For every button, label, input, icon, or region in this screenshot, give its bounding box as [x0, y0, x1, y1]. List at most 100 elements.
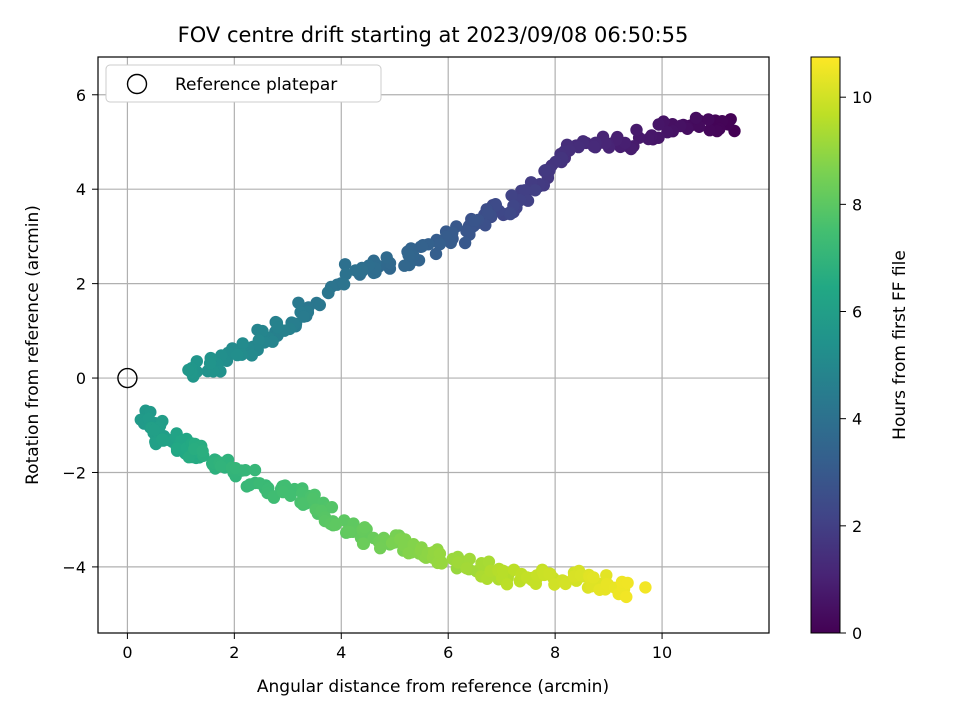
data-point [338, 258, 352, 271]
y-axis-label: Rotation from reference (arcmin) [23, 205, 43, 485]
data-point [429, 247, 443, 261]
data-point [433, 238, 446, 251]
y-tick-label: 4 [76, 180, 86, 199]
data-point [504, 207, 517, 221]
data-point [652, 118, 665, 131]
data-point [182, 363, 195, 377]
x-tick-label: 8 [550, 643, 560, 662]
x-tick-label: 4 [336, 643, 346, 662]
colorbar-ticks: 0 2 4 6 8 10 [840, 88, 872, 643]
data-point [703, 124, 716, 137]
x-axis-label: Angular distance from reference (arcmin) [257, 677, 609, 697]
data-point [500, 578, 514, 591]
data-point [398, 259, 411, 272]
colorbar-tick-label: 0 [852, 624, 862, 643]
data-point [337, 278, 351, 291]
data-point [271, 321, 284, 334]
data-point [214, 460, 228, 473]
data-point [518, 184, 531, 197]
data-point [325, 501, 339, 514]
data-point [356, 537, 370, 550]
data-point [380, 251, 393, 264]
data-point [248, 463, 262, 477]
y-tick-label: 0 [76, 369, 86, 388]
data-point [702, 113, 715, 126]
data-point [661, 126, 674, 139]
data-point [236, 337, 249, 350]
x-tick-label: 2 [229, 643, 239, 662]
data-point [463, 552, 476, 566]
data-point [358, 521, 371, 534]
data-point [252, 334, 265, 347]
legend-label: Reference platepar [175, 75, 337, 95]
x-tick-label: 6 [443, 643, 453, 662]
data-points [134, 111, 741, 604]
x-tick-label: 10 [652, 643, 672, 662]
data-point [481, 207, 495, 220]
chart-title: FOV centre drift starting at 2023/09/08 … [178, 23, 689, 47]
data-point [297, 497, 310, 510]
data-point [496, 564, 510, 577]
data-point [460, 562, 473, 575]
data-point [433, 547, 447, 560]
data-point [458, 236, 472, 250]
colorbar-tick-label: 6 [852, 303, 862, 322]
data-point [196, 444, 209, 458]
data-point [306, 492, 320, 505]
x-axis-ticks: 0 2 4 6 8 10 [122, 633, 672, 662]
data-point [599, 136, 612, 150]
y-axis-ticks: −4 −2 0 2 4 6 [62, 86, 98, 577]
data-point [349, 264, 362, 277]
data-point [587, 571, 600, 584]
y-tick-label: 2 [76, 275, 86, 294]
x-tick-label: 0 [122, 643, 132, 662]
data-point [587, 140, 600, 153]
data-point [402, 249, 415, 262]
data-point [435, 557, 448, 570]
plot-frame [97, 56, 770, 634]
data-point [559, 577, 572, 591]
data-point [374, 542, 387, 555]
data-point [231, 348, 244, 362]
data-point [505, 189, 518, 202]
data-point [243, 478, 257, 491]
data-point [343, 525, 356, 539]
data-point [157, 434, 170, 447]
data-point [621, 576, 634, 590]
data-point [284, 489, 297, 502]
y-tick-label: 6 [76, 86, 86, 105]
data-point [689, 111, 703, 125]
legend-marker [126, 73, 148, 95]
data-point [539, 164, 552, 177]
data-point [203, 357, 217, 370]
data-point [630, 123, 643, 137]
data-point [329, 518, 342, 531]
colorbar-gradient [810, 56, 841, 634]
data-point [147, 423, 161, 437]
y-tick-label: −4 [62, 558, 86, 577]
data-point [642, 132, 655, 146]
data-point [620, 590, 633, 604]
data-point [415, 240, 429, 253]
data-point [543, 567, 556, 580]
data-point [239, 464, 252, 477]
colorbar-tick-label: 10 [852, 88, 872, 107]
data-point [639, 581, 652, 594]
legend-box [105, 64, 382, 103]
colorbar-label: Hours from first FF file [890, 250, 910, 440]
data-point [321, 286, 335, 299]
colorbar: 0 2 4 6 8 10 Hours from first FF file [810, 56, 910, 643]
data-point [313, 298, 326, 312]
data-point [229, 462, 242, 475]
colorbar-tick-label: 2 [852, 517, 862, 536]
data-point [529, 184, 542, 197]
data-point [482, 555, 496, 568]
data-point [468, 214, 481, 227]
data-point [245, 349, 258, 362]
data-point [402, 547, 415, 560]
data-point [339, 268, 352, 281]
legend: Reference platepar [105, 64, 382, 103]
data-point [292, 296, 305, 309]
colorbar-tick-label: 8 [852, 195, 862, 214]
